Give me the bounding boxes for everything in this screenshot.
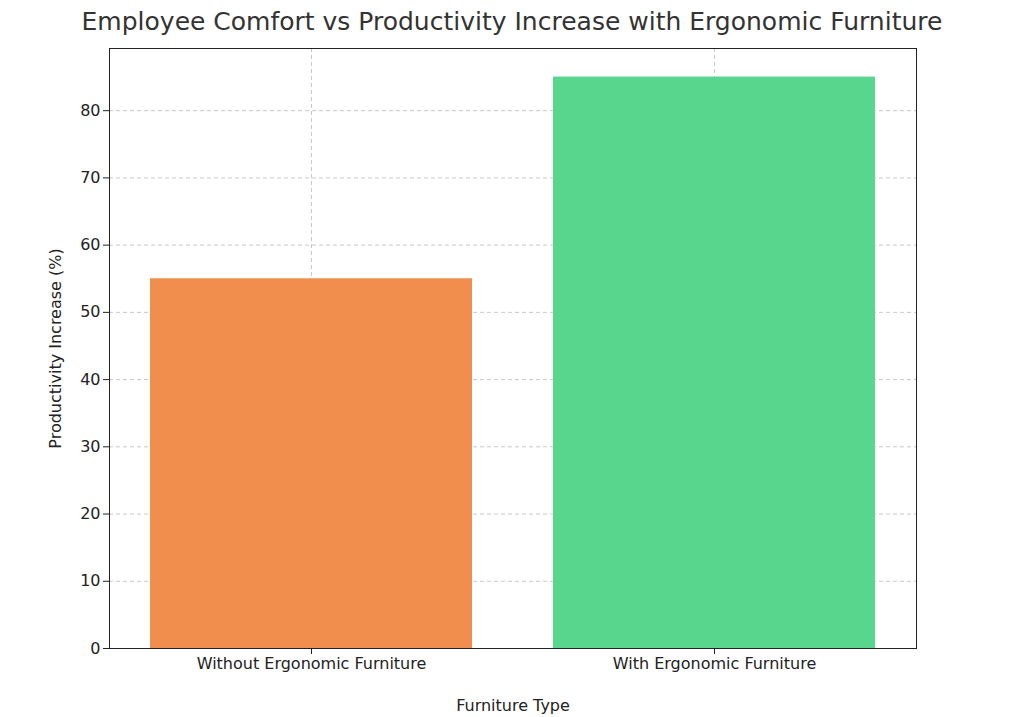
svg-text:20: 20	[80, 504, 100, 523]
svg-text:Furniture Type: Furniture Type	[456, 696, 570, 715]
svg-text:Productivity Increase (%): Productivity Increase (%)	[46, 248, 65, 448]
svg-text:60: 60	[80, 235, 100, 254]
svg-text:0: 0	[90, 639, 100, 658]
svg-text:Without Ergonomic Furniture: Without Ergonomic Furniture	[197, 654, 427, 673]
svg-text:50: 50	[80, 302, 100, 321]
svg-text:70: 70	[80, 168, 100, 187]
svg-text:40: 40	[80, 370, 100, 389]
svg-text:30: 30	[80, 437, 100, 456]
svg-text:80: 80	[80, 101, 100, 120]
html-text:Employee Comfort vs Productivi: Employee Comfort vs Productivity Increas…	[81, 7, 943, 36]
svg-text:10: 10	[80, 571, 100, 590]
svg-text:With Ergonomic Furniture: With Ergonomic Furniture	[613, 654, 816, 673]
